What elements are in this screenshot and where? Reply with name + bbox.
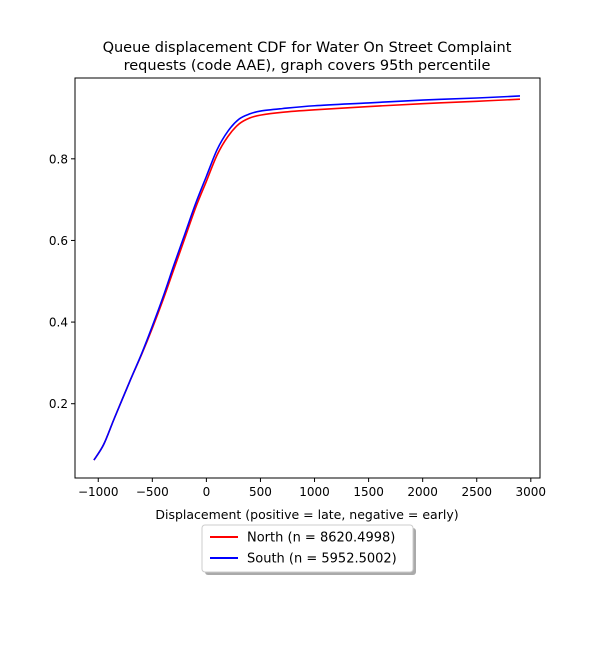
x-axis-label: Displacement (positive = late, negative … — [155, 507, 458, 522]
series-layer — [93, 95, 521, 461]
x-tick-label: 2000 — [407, 485, 438, 499]
x-tick-label: 2500 — [461, 485, 492, 499]
series-line-north — [93, 98, 521, 461]
plot-frame — [74, 77, 541, 479]
legend-label-south: South (n = 5952.5002) — [247, 552, 397, 567]
x-tick-label: 1000 — [299, 485, 330, 499]
y-axis-ticks: 0.2 0.4 0.6 0.8 — [49, 152, 75, 411]
legend: North (n = 8620.4998) South (n = 5952.50… — [201, 524, 416, 575]
legend-frame — [201, 524, 414, 573]
y-tick-label: 0.6 — [49, 234, 68, 248]
x-tick-label: 0 — [203, 485, 211, 499]
legend-label-north: North (n = 8620.4998) — [247, 531, 395, 546]
x-tick-label: 3000 — [516, 485, 547, 499]
series-line-south — [93, 95, 521, 461]
x-axis-ticks: −1000 −500 0 500 1000 1500 2000 2500 3000 — [78, 478, 546, 499]
y-tick-label: 0.2 — [49, 397, 68, 411]
x-tick-label: −1000 — [78, 485, 119, 499]
y-tick-label: 0.8 — [49, 152, 68, 166]
x-tick-label: 500 — [249, 485, 272, 499]
x-tick-label: 1500 — [353, 485, 384, 499]
chart-title-line-2: requests (code AAE), graph covers 95th p… — [124, 58, 491, 74]
y-tick-label: 0.4 — [49, 316, 68, 330]
chart-title-line-1: Queue displacement CDF for Water On Stre… — [103, 40, 512, 56]
x-tick-label: −500 — [136, 485, 169, 499]
